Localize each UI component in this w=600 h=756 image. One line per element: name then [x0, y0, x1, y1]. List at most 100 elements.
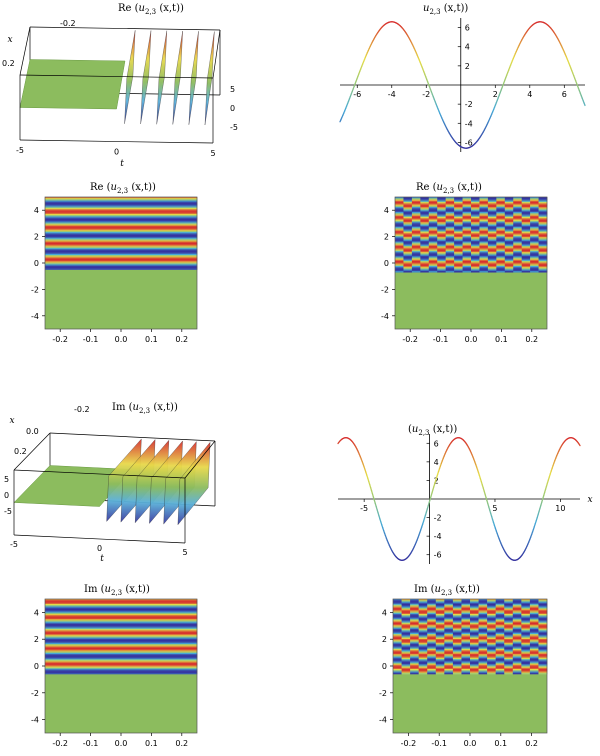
heat-cell [401, 642, 411, 645]
heat-cell [538, 243, 548, 245]
heat-cell [471, 248, 480, 250]
heat-cell [410, 619, 419, 621]
heat-cell [461, 634, 471, 636]
heat-cell [504, 620, 514, 622]
heat-cell [496, 265, 506, 268]
heat-cell [538, 237, 548, 239]
heat-cell [435, 661, 445, 664]
heat-cell [410, 615, 419, 617]
box-edge [19, 139, 214, 144]
heat-cell [478, 600, 488, 602]
heat-cell [45, 223, 198, 226]
heat-cell [435, 641, 445, 644]
heat-cell [461, 641, 471, 644]
heat-cell [495, 612, 505, 615]
heat-cell [411, 228, 421, 230]
x-tick-label: 0.2 [2, 59, 15, 68]
heat-cell [418, 632, 428, 635]
heat-cell [403, 217, 413, 219]
heat-cell [496, 250, 506, 253]
heat-cell [470, 672, 479, 675]
heat-cell [470, 660, 479, 662]
heat-cell [411, 247, 421, 249]
z-tick-label: -5 [4, 507, 12, 516]
heat-cell [487, 210, 497, 213]
heat-cell [395, 247, 404, 249]
heat-cell [521, 260, 531, 263]
heat-cell [444, 667, 454, 670]
heat-cell [393, 636, 402, 639]
heat-cell [512, 644, 522, 646]
heat-cell [521, 209, 531, 212]
heat-cell [487, 649, 496, 651]
heat-cell [420, 247, 430, 249]
heat-cell [462, 204, 472, 207]
heat-cell [471, 235, 480, 238]
heat-cell [427, 601, 437, 604]
heat-cell [471, 257, 480, 259]
heat-cell [45, 670, 198, 672]
heat-cell [427, 605, 437, 607]
heat-cell [478, 635, 488, 637]
heat-cell [435, 621, 445, 624]
heat-cell [521, 199, 531, 202]
heat-cell [462, 205, 472, 208]
heat-cell [401, 645, 411, 647]
heat-cell [393, 664, 402, 666]
heat-cell [395, 224, 404, 227]
heat-cell [420, 235, 430, 238]
y-tick-label: -4 [31, 716, 39, 725]
heat-cell [529, 632, 539, 635]
heat-cell [504, 224, 514, 227]
heat-cell [45, 645, 198, 647]
heat-cell [479, 267, 489, 269]
heat-cell [444, 625, 454, 627]
heat-cell [471, 238, 480, 240]
heat-cell [478, 607, 488, 610]
box-edge [212, 29, 221, 79]
heat-cell [470, 667, 479, 670]
heat-cell [445, 199, 455, 202]
heat-cell [411, 205, 421, 208]
heat-cell [410, 612, 419, 615]
heat-cell [504, 203, 514, 205]
heat-cell [395, 204, 404, 207]
heat-cell [504, 665, 514, 667]
heat-cell [411, 244, 421, 247]
heat-cell [45, 667, 198, 670]
heat-cell [478, 631, 488, 634]
heat-cell [427, 642, 437, 645]
heat-cell [538, 234, 548, 237]
heat-cell [435, 601, 445, 604]
heat-cell [478, 652, 488, 655]
z-tick-label: 5 [4, 475, 9, 484]
heat-cell [487, 654, 496, 656]
heat-cell [478, 627, 488, 630]
heat-cell [445, 207, 455, 209]
heat-cell [393, 602, 402, 605]
heat-cell [427, 669, 437, 671]
heat-cell [529, 630, 539, 632]
heat-cell [512, 635, 522, 637]
heat-cell [461, 662, 471, 665]
heat-cell [410, 609, 419, 611]
heat-cell [538, 666, 548, 669]
heat-cell [45, 606, 198, 609]
heat-cell [487, 198, 497, 200]
heat-cell [461, 671, 471, 674]
heat-cell [487, 197, 497, 199]
heat-cell [487, 214, 497, 217]
heat-cell [530, 200, 539, 203]
heat-cell [401, 617, 411, 620]
heat-cell [420, 255, 430, 258]
heat-cell [401, 611, 411, 614]
heat-cell [427, 652, 437, 655]
heat-cell [393, 635, 402, 637]
heat-cell [461, 637, 471, 640]
heat-cell [411, 262, 421, 264]
heat-cell [418, 652, 428, 655]
heat-cell [462, 234, 472, 237]
heat-cell [428, 259, 438, 262]
heat-cell [495, 666, 505, 669]
heat-cell [495, 624, 505, 626]
